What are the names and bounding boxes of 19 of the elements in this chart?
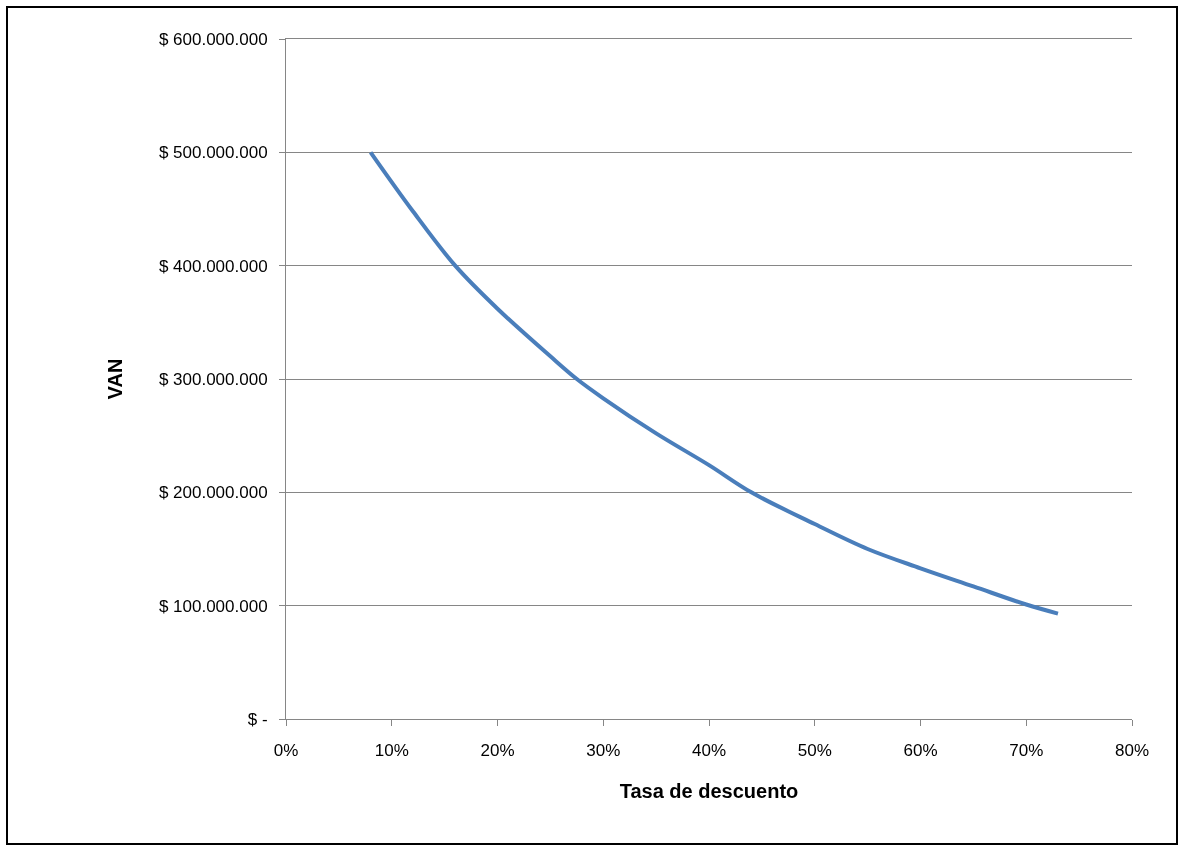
x-tick-label: 10% — [374, 741, 409, 761]
x-tick-label: 70% — [1009, 741, 1044, 761]
x-tick-label: 0% — [273, 741, 299, 761]
y-tick-label: $ 200.000.000 — [158, 483, 268, 503]
y-tick-label: $ 600.000.000 — [158, 29, 268, 49]
y-axis-title: VAN — [104, 358, 127, 400]
x-tick-label: 30% — [586, 741, 621, 761]
x-tick-label: 80% — [1114, 741, 1150, 761]
x-tick-label: 60% — [903, 741, 938, 761]
y-tick-label: $ 300.000.000 — [158, 369, 268, 389]
x-tick-label: 50% — [797, 741, 832, 761]
y-tick-label: $ 400.000.000 — [158, 256, 268, 276]
y-tick-label: $ 500.000.000 — [158, 143, 268, 163]
x-tick-label: 40% — [691, 741, 727, 761]
line-series — [368, 150, 1060, 616]
y-tick-label: $ 100.000.000 — [158, 596, 268, 616]
x-axis-title: Tasa de descuento — [619, 779, 799, 802]
x-tick-label: 20% — [480, 741, 515, 761]
y-tick-label: $ - — [247, 709, 268, 729]
